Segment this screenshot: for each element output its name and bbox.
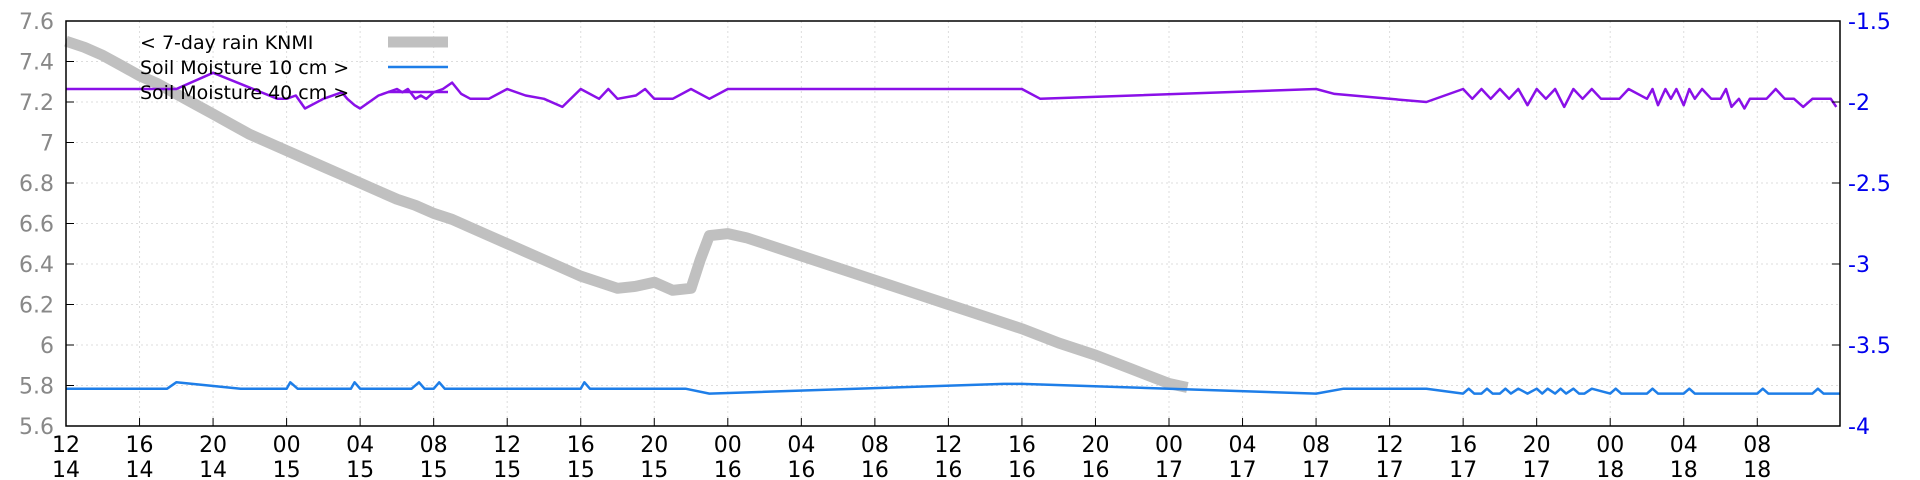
left-tick-label: 7.4 (19, 51, 54, 76)
left-tick-label: 5.8 (19, 375, 54, 400)
legend-label-2: Soil Moisture 10 cm > (140, 57, 349, 79)
x-tick-label-hour: 08 (1302, 433, 1330, 458)
x-tick-label-hour: 16 (1449, 433, 1477, 458)
x-tick-label-hour: 16 (567, 433, 595, 458)
x-tick-label-day: 17 (1523, 458, 1551, 480)
x-tick-label-day: 17 (1302, 458, 1330, 480)
right-axis: -1.5 -2 -2.5 -3 -3.5 -4 (1832, 10, 1891, 440)
right-tick-label: -1.5 (1848, 10, 1891, 35)
x-tick-label-day: 14 (199, 458, 227, 480)
right-tick-label: -4 (1848, 415, 1870, 440)
x-tick-label-hour: 00 (1155, 433, 1183, 458)
x-tick-label-day: 15 (640, 458, 668, 480)
x-tick-label-day: 17 (1229, 458, 1257, 480)
x-tick-label-day: 16 (1008, 458, 1036, 480)
x-tick-label-day: 16 (714, 458, 742, 480)
right-tick-label: -3 (1848, 253, 1870, 278)
x-tick-label-day: 15 (493, 458, 521, 480)
left-tick-label: 6 (40, 334, 54, 359)
x-tick-label-day: 18 (1596, 458, 1624, 480)
right-tick-label: -3.5 (1848, 334, 1891, 359)
x-tick-label-hour: 04 (346, 433, 374, 458)
legend-label-3: Soil Moisture 40 cm > (140, 82, 349, 104)
x-axis: 1214161420140015041508151215161520150016… (52, 418, 1771, 480)
series-layer (64, 35, 1840, 395)
x-tick-label-hour: 16 (126, 433, 154, 458)
left-tick-label: 7 (40, 132, 54, 157)
x-tick-label-day: 16 (1081, 458, 1109, 480)
x-tick-label-day: 15 (273, 458, 301, 480)
x-tick-label-hour: 04 (787, 433, 815, 458)
x-tick-label-day: 18 (1743, 458, 1771, 480)
x-tick-label-hour: 00 (714, 433, 742, 458)
x-tick-label-day: 17 (1449, 458, 1477, 480)
left-tick-label: 7.6 (19, 10, 54, 35)
x-tick-label-hour: 20 (1523, 433, 1551, 458)
x-tick-label-day: 14 (126, 458, 154, 480)
legend-label-1: < 7-day rain KNMI (140, 32, 313, 54)
legend: < 7-day rain KNMI Soil Moisture 10 cm > So… (140, 32, 448, 104)
x-tick-label-hour: 20 (640, 433, 668, 458)
x-tick-label-hour: 00 (1596, 433, 1624, 458)
x-tick-label-hour: 04 (1670, 433, 1698, 458)
x-tick-label-day: 18 (1670, 458, 1698, 480)
x-tick-label-hour: 08 (1743, 433, 1771, 458)
x-tick-label-hour: 12 (493, 433, 521, 458)
x-tick-label-day: 15 (346, 458, 374, 480)
left-tick-label: 6.4 (19, 253, 54, 278)
x-tick-label-hour: 00 (273, 433, 301, 458)
x-tick-label-day: 15 (567, 458, 595, 480)
x-tick-label-hour: 12 (934, 433, 962, 458)
x-tick-label-hour: 20 (1081, 433, 1109, 458)
x-tick-label-hour: 08 (861, 433, 889, 458)
left-tick-label: 6.8 (19, 172, 54, 197)
x-tick-label-day: 17 (1376, 458, 1404, 480)
x-tick-label-day: 14 (52, 458, 80, 480)
left-tick-label: 5.6 (19, 415, 54, 440)
x-tick-label-hour: 16 (1008, 433, 1036, 458)
series-line-3 (66, 71, 1838, 110)
x-tick-label-hour: 20 (199, 433, 227, 458)
left-axis: 7.6 7.4 7.2 7 6.8 6.6 6.4 6.2 6 5.8 5.6 (19, 10, 74, 440)
x-tick-label-hour: 08 (420, 433, 448, 458)
right-tick-label: -2.5 (1848, 172, 1891, 197)
x-tick-label-hour: 12 (52, 433, 80, 458)
series-line-2 (66, 381, 1840, 395)
series-line-1 (64, 35, 1189, 393)
left-tick-label: 6.6 (19, 213, 54, 238)
x-tick-label-day: 17 (1155, 458, 1183, 480)
x-tick-label-day: 16 (861, 458, 889, 480)
x-tick-label-hour: 04 (1229, 433, 1257, 458)
x-tick-label-hour: 12 (1376, 433, 1404, 458)
left-tick-label: 6.2 (19, 294, 54, 319)
x-tick-label-day: 15 (420, 458, 448, 480)
left-tick-label: 7.2 (19, 91, 54, 116)
x-tick-label-day: 16 (934, 458, 962, 480)
x-tick-label-day: 16 (787, 458, 815, 480)
right-tick-label: -2 (1848, 91, 1870, 116)
